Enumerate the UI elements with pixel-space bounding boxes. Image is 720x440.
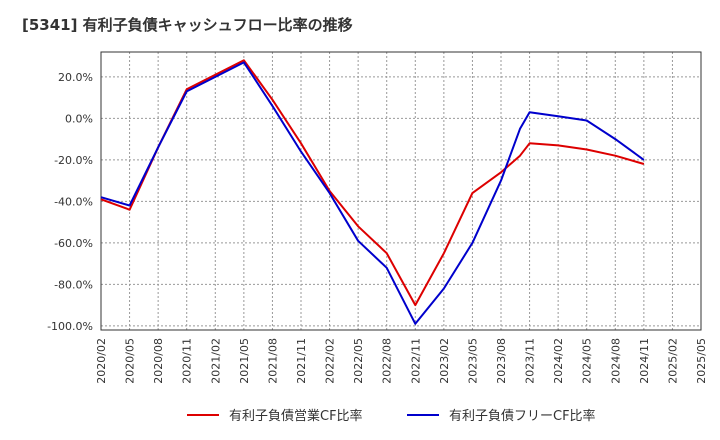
x-tick-label: 2024/02	[552, 338, 565, 384]
x-tick-label: 2023/02	[438, 338, 451, 384]
legend-label-2: 有利子負債フリーCF比率	[449, 408, 596, 424]
x-tick-label: 2025/02	[666, 338, 679, 384]
x-tick-label: 2020/02	[95, 338, 108, 384]
x-tick-label: 2021/02	[209, 338, 222, 384]
series-line-1	[100, 59, 645, 307]
x-tick-label: 2024/05	[581, 338, 594, 384]
x-tick-label: 2020/11	[181, 338, 194, 384]
y-tick-label: 20.0%	[58, 71, 93, 84]
x-tick-label: 2022/11	[409, 338, 422, 384]
x-tick-label: 2024/11	[638, 338, 651, 384]
x-tick-label: 2020/05	[124, 338, 137, 384]
legend-label-1: 有利子負債営業CF比率	[229, 408, 363, 424]
x-tick-label: 2025/05	[695, 338, 708, 384]
x-tick-label: 2023/08	[495, 338, 508, 384]
y-tick-label: -60.0%	[54, 237, 93, 250]
x-tick-label: 2021/08	[266, 338, 279, 384]
y-tick-label: -20.0%	[54, 154, 93, 167]
y-tick-label: 0.0%	[65, 112, 93, 125]
x-tick-label: 2023/11	[524, 338, 537, 384]
x-tick-label: 2021/11	[295, 338, 308, 384]
y-tick-label: -80.0%	[54, 278, 93, 291]
series-line-2	[100, 61, 645, 325]
y-tick-label: -100.0%	[47, 320, 93, 333]
x-tick-label: 2022/02	[324, 338, 337, 384]
x-tick-label: 2022/05	[352, 338, 365, 384]
x-tick-label: 2021/05	[238, 338, 251, 384]
x-tick-label: 2024/08	[609, 338, 622, 384]
x-tick-label: 2022/08	[381, 338, 394, 384]
x-tick-label: 2023/05	[466, 338, 479, 384]
y-tick-label: -40.0%	[54, 195, 93, 208]
plot-border	[100, 51, 702, 331]
x-tick-label: 2020/08	[152, 338, 165, 384]
chart-title: [5341] 有利子負債キャッシュフロー比率の推移	[22, 16, 353, 34]
